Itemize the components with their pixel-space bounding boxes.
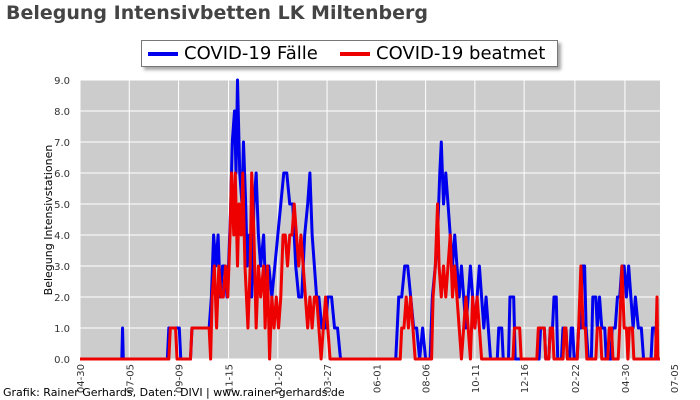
legend-item-faelle: COVID-19 Fälle xyxy=(148,41,318,66)
y-tick-label: 3.0 xyxy=(54,262,70,273)
legend-label-faelle: COVID-19 Fälle xyxy=(184,43,318,64)
x-tick-label: 12-16 xyxy=(520,364,531,393)
y-tick-label: 6.0 xyxy=(54,169,70,180)
legend-label-beatmet: COVID-19 beatmet xyxy=(376,43,546,64)
x-tick-label: 09-09 xyxy=(175,364,186,393)
x-tick-label: 07-05 xyxy=(125,364,136,393)
y-tick-label: 2.0 xyxy=(54,293,70,304)
x-tick-label: 07-05 xyxy=(670,364,681,393)
x-tick-label: 03-27 xyxy=(323,364,334,393)
x-tick-label: 04-30 xyxy=(621,364,632,393)
x-tick-label: 11-15 xyxy=(225,364,236,393)
y-tick-label: 7.0 xyxy=(54,138,70,149)
y-tick-label: 8.0 xyxy=(54,107,70,118)
x-tick-label: 01-20 xyxy=(274,364,285,393)
y-tick-label: 9.0 xyxy=(54,76,70,87)
chart-title: Belegung Intensivbetten LK Miltenberg xyxy=(6,2,428,24)
x-tick-label: 04-30 xyxy=(76,364,87,393)
y-tick-label: 0.0 xyxy=(54,355,70,366)
x-tick-label: 08-06 xyxy=(422,364,433,393)
plot-area xyxy=(80,80,660,359)
series-lines xyxy=(80,78,660,361)
chart-legend: COVID-19 Fälle COVID-19 beatmet xyxy=(141,40,558,67)
legend-swatch-faelle xyxy=(148,51,178,56)
y-tick-label: 5.0 xyxy=(54,200,70,211)
series-line-beatmet xyxy=(80,171,660,361)
x-tick-label: 02-22 xyxy=(571,364,582,393)
y-tick-label: 1.0 xyxy=(54,324,70,335)
x-tick-label: 06-01 xyxy=(372,364,383,393)
credit-text: Grafik: Rainer Gerhards, Daten: DIVI | w… xyxy=(3,386,345,399)
legend-item-beatmet: COVID-19 beatmet xyxy=(340,41,545,66)
legend-swatch-beatmet xyxy=(340,51,370,56)
x-axis-ticks: 04-30 07-05 09-09 11-15 01-20 03-27 06-01 08-06… xyxy=(76,364,681,393)
y-tick-label: 4.0 xyxy=(54,231,70,242)
y-axis-ticks: 0.0 1.0 2.0 3.0 4.0 5.0 6.0 7.0 8.0 9.0 xyxy=(54,76,70,366)
y-axis-label: Belegung Intensivstationen xyxy=(42,145,55,296)
x-tick-label: 10-11 xyxy=(471,364,482,393)
